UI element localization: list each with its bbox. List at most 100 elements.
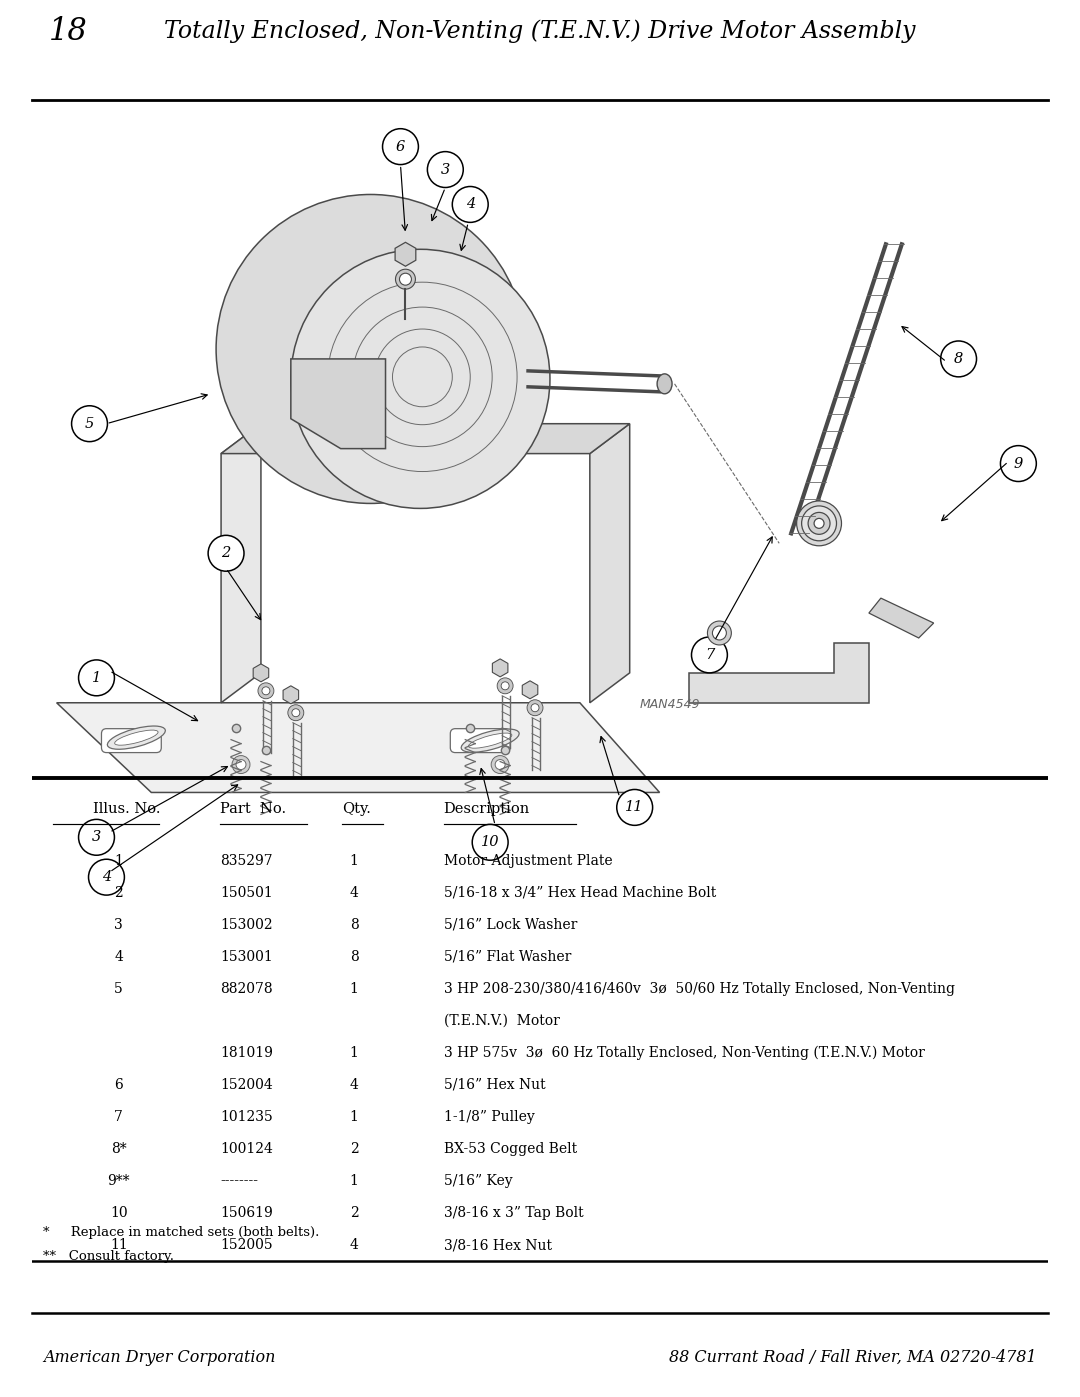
Text: 1: 1 <box>350 982 359 996</box>
Ellipse shape <box>657 374 672 394</box>
Text: 4: 4 <box>465 197 475 211</box>
Text: 5/16” Hex Nut: 5/16” Hex Nut <box>444 1078 545 1092</box>
Ellipse shape <box>114 731 158 745</box>
Text: **   Consult factory.: ** Consult factory. <box>42 1249 174 1263</box>
Ellipse shape <box>814 518 824 528</box>
Text: 5/16” Key: 5/16” Key <box>444 1173 512 1187</box>
Circle shape <box>288 704 303 721</box>
Text: 1: 1 <box>350 1173 359 1187</box>
Circle shape <box>495 760 505 770</box>
Text: 3/8-16 x 3” Tap Bolt: 3/8-16 x 3” Tap Bolt <box>444 1206 583 1220</box>
Circle shape <box>262 687 270 694</box>
Text: 10: 10 <box>110 1206 127 1220</box>
Text: 18: 18 <box>49 15 87 47</box>
Text: 100124: 100124 <box>220 1141 273 1157</box>
Text: Description: Description <box>444 802 530 816</box>
FancyBboxPatch shape <box>450 729 510 753</box>
Text: 153001: 153001 <box>220 950 273 964</box>
Circle shape <box>79 659 114 696</box>
Text: 3: 3 <box>114 918 123 932</box>
Circle shape <box>208 535 244 571</box>
Text: 152005: 152005 <box>220 1238 273 1252</box>
Text: 88 Currant Road / Fall River, MA 02720-4781: 88 Currant Road / Fall River, MA 02720-4… <box>670 1348 1037 1366</box>
Text: 3: 3 <box>441 162 450 176</box>
Text: 5: 5 <box>114 982 123 996</box>
Ellipse shape <box>291 249 550 509</box>
Text: 4: 4 <box>114 950 123 964</box>
Circle shape <box>258 683 274 698</box>
Text: 150619: 150619 <box>220 1206 273 1220</box>
Text: 5/16-18 x 3/4” Hex Head Machine Bolt: 5/16-18 x 3/4” Hex Head Machine Bolt <box>444 886 716 900</box>
Circle shape <box>1000 446 1037 482</box>
Circle shape <box>497 678 513 694</box>
Text: 4: 4 <box>102 870 111 884</box>
Polygon shape <box>689 643 869 703</box>
Circle shape <box>472 824 508 861</box>
Circle shape <box>232 756 249 774</box>
Text: 4: 4 <box>350 1238 359 1252</box>
Text: 2: 2 <box>350 1141 359 1157</box>
Text: 9**: 9** <box>107 1173 130 1187</box>
Text: 153002: 153002 <box>220 918 273 932</box>
Ellipse shape <box>469 733 512 749</box>
Polygon shape <box>590 423 630 703</box>
Text: Motor Adjustment Plate: Motor Adjustment Plate <box>444 854 612 868</box>
Text: 181019: 181019 <box>220 1046 273 1060</box>
Text: (T.E.N.V.)  Motor: (T.E.N.V.) Motor <box>444 1014 559 1028</box>
Text: American Dryer Corporation: American Dryer Corporation <box>43 1348 275 1366</box>
Text: 4: 4 <box>350 1078 359 1092</box>
Ellipse shape <box>801 506 837 541</box>
Text: 1: 1 <box>350 1111 359 1125</box>
Text: 8: 8 <box>954 352 963 366</box>
Circle shape <box>491 756 509 774</box>
Text: 1: 1 <box>350 1046 359 1060</box>
Circle shape <box>71 405 107 441</box>
Text: 2: 2 <box>350 1206 359 1220</box>
Circle shape <box>79 820 114 855</box>
Text: MAN4549: MAN4549 <box>639 697 700 711</box>
Polygon shape <box>869 598 934 638</box>
Text: BX-53 Cogged Belt: BX-53 Cogged Belt <box>444 1141 577 1157</box>
Circle shape <box>400 274 411 285</box>
Circle shape <box>89 859 124 895</box>
Text: 11: 11 <box>625 800 644 814</box>
Text: 7: 7 <box>114 1111 123 1125</box>
Text: 8: 8 <box>350 918 359 932</box>
Polygon shape <box>221 423 630 454</box>
Text: 3 HP 208-230/380/416/460v  3ø  50/60 Hz Totally Enclosed, Non-Venting: 3 HP 208-230/380/416/460v 3ø 50/60 Hz To… <box>444 982 955 996</box>
Text: 2: 2 <box>114 886 123 900</box>
Circle shape <box>237 760 246 770</box>
Text: 5: 5 <box>85 416 94 430</box>
Text: Totally Enclosed, Non-Venting (T.E.N.V.) Drive Motor Assembly: Totally Enclosed, Non-Venting (T.E.N.V.)… <box>164 20 916 43</box>
Text: 8: 8 <box>350 950 359 964</box>
Text: 101235: 101235 <box>220 1111 273 1125</box>
Text: 10: 10 <box>481 835 499 849</box>
Text: 6: 6 <box>396 140 405 154</box>
Circle shape <box>713 626 727 640</box>
Text: 1: 1 <box>114 854 123 868</box>
Text: 6: 6 <box>114 1078 123 1092</box>
Text: 7: 7 <box>705 648 714 662</box>
Text: 835297: 835297 <box>220 854 273 868</box>
Circle shape <box>691 637 727 673</box>
Circle shape <box>707 622 731 645</box>
Text: --------: -------- <box>220 1173 258 1187</box>
Text: 882078: 882078 <box>220 982 273 996</box>
Polygon shape <box>291 359 386 448</box>
Ellipse shape <box>461 729 519 752</box>
Ellipse shape <box>797 502 841 546</box>
Text: 5/16” Flat Washer: 5/16” Flat Washer <box>444 950 571 964</box>
Polygon shape <box>221 423 261 703</box>
Text: 1: 1 <box>350 854 359 868</box>
Text: 8*: 8* <box>111 1141 126 1157</box>
Circle shape <box>531 704 539 711</box>
Circle shape <box>292 708 300 717</box>
Circle shape <box>428 152 463 187</box>
Text: 11: 11 <box>110 1238 127 1252</box>
Text: 3/8-16 Hex Nut: 3/8-16 Hex Nut <box>444 1238 552 1252</box>
Text: Qty.: Qty. <box>342 802 370 816</box>
Circle shape <box>382 129 418 165</box>
Text: 152004: 152004 <box>220 1078 273 1092</box>
Ellipse shape <box>216 194 525 503</box>
Text: *     Replace in matched sets (both belts).: * Replace in matched sets (both belts). <box>42 1227 319 1239</box>
